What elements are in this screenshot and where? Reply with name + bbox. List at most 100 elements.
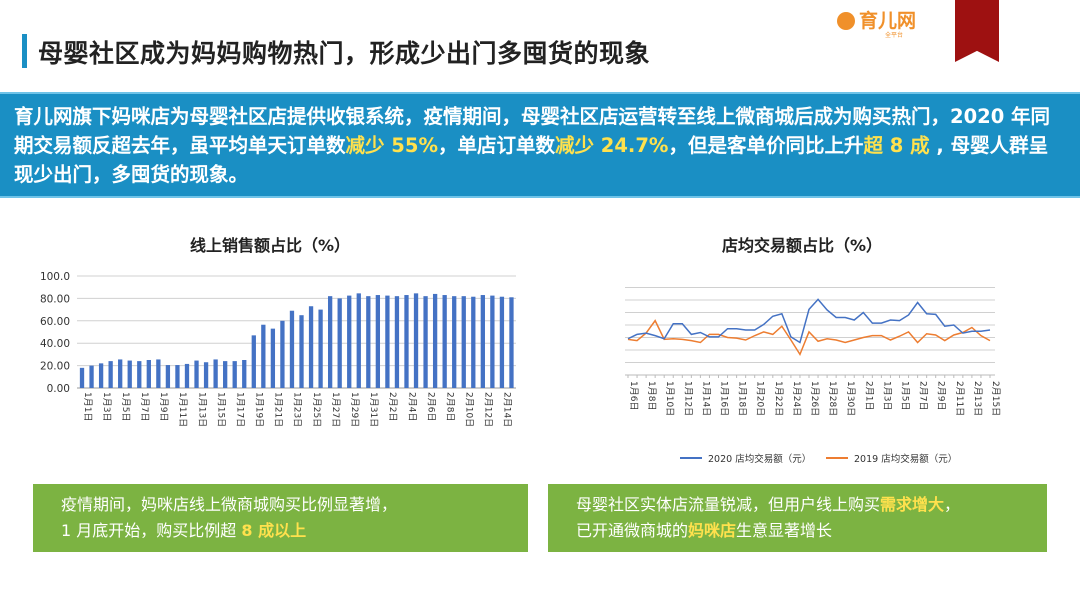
x-tick-label: 2月14日 bbox=[502, 392, 513, 427]
bar bbox=[394, 296, 400, 388]
bar bbox=[375, 295, 381, 388]
bar bbox=[432, 293, 438, 388]
legend-label: 2019 店均交易额（元） bbox=[854, 453, 957, 465]
bar bbox=[261, 324, 266, 388]
x-tick-label: 1月3日 bbox=[101, 392, 112, 421]
logo: 育儿网 全平台 bbox=[833, 6, 948, 39]
body-text: 母婴社区实体店流量锐减，但用户线上购买 bbox=[576, 495, 881, 514]
x-tick-label: 2月4日 bbox=[406, 392, 417, 421]
y-tick-label: 40.00 bbox=[40, 338, 70, 350]
bar bbox=[404, 295, 409, 388]
bar bbox=[413, 293, 419, 388]
x-tick-label: 1月16日 bbox=[719, 381, 730, 416]
bar bbox=[232, 361, 237, 388]
x-tick-label: 1月31日 bbox=[368, 392, 379, 427]
highlight-text: 8 成以上 bbox=[241, 521, 307, 540]
bar bbox=[213, 359, 218, 388]
bar bbox=[280, 320, 285, 388]
x-tick-label: 2月11日 bbox=[954, 381, 965, 416]
highlight-text: 减少 55% bbox=[345, 134, 438, 157]
series-line-2020 bbox=[627, 298, 991, 344]
x-tick-label: 1月9日 bbox=[158, 392, 169, 421]
bar bbox=[127, 360, 132, 388]
bar bbox=[108, 361, 113, 388]
x-tick-label: 2月1日 bbox=[863, 381, 874, 410]
x-tick-label: 1月22日 bbox=[773, 381, 784, 416]
bar bbox=[194, 360, 199, 388]
body-text: ，但是客单价同比上升 bbox=[668, 134, 864, 157]
legend-label: 2020 店均交易额（元） bbox=[708, 453, 811, 465]
x-tick-label: 1月18日 bbox=[737, 381, 748, 416]
x-tick-label: 1月27日 bbox=[330, 392, 341, 427]
x-tick-label: 1月30日 bbox=[845, 381, 856, 416]
insight-box-left: 疫情期间，妈咪店线上微商城购买比例显著增， 1 月底开始，购买比例超 8 成以上 bbox=[33, 484, 528, 552]
bar bbox=[499, 296, 505, 388]
x-tick-label: 2月13日 bbox=[972, 381, 983, 416]
x-tick-label: 1月29日 bbox=[349, 392, 360, 427]
bar bbox=[79, 367, 85, 388]
x-tick-label: 1月26日 bbox=[809, 381, 820, 416]
bar bbox=[385, 295, 390, 388]
logo-subtitle: 全平台 bbox=[885, 32, 904, 39]
bar bbox=[289, 310, 295, 388]
x-tick-label: 2月9日 bbox=[936, 381, 947, 410]
x-tick-label: 1月14日 bbox=[700, 381, 711, 416]
x-tick-label: 1月12日 bbox=[682, 381, 693, 416]
x-tick-label: 1月3日 bbox=[881, 381, 892, 410]
x-tick-label: 1月8日 bbox=[646, 381, 657, 410]
x-tick-label: 1月5日 bbox=[900, 381, 911, 410]
bar bbox=[175, 365, 180, 388]
bar bbox=[452, 296, 457, 388]
x-tick-label: 2月8日 bbox=[444, 392, 455, 421]
bar bbox=[242, 360, 247, 388]
x-tick-label: 1月13日 bbox=[196, 392, 207, 427]
y-tick-label: 0.00 bbox=[47, 383, 70, 395]
series-line-2019 bbox=[627, 319, 991, 357]
x-tick-label: 2月12日 bbox=[483, 392, 494, 427]
body-text: 1 月底开始，购买比例超 bbox=[61, 521, 242, 540]
insight-box-right: 母婴社区实体店流量锐减，但用户线上购买需求增大， 已开通微商城的妈咪店生意显著增长 bbox=[548, 484, 1047, 552]
x-tick-label: 2月2日 bbox=[387, 392, 398, 421]
x-tick-label: 1月11日 bbox=[177, 392, 188, 427]
highlight-text: 需求增大 bbox=[880, 495, 945, 514]
x-tick-label: 1月23日 bbox=[292, 392, 303, 427]
body-text: 育儿网旗下妈咪店为母婴社区店提供收银系统，疫情期间，母婴社区店运营转至线上微商城… bbox=[14, 105, 1051, 157]
x-tick-label: 1月1日 bbox=[82, 392, 93, 421]
x-tick-label: 1月28日 bbox=[827, 381, 838, 416]
x-tick-label: 1月15日 bbox=[215, 392, 226, 427]
bar bbox=[471, 296, 476, 388]
highlight-text: 减少 24.7% bbox=[555, 134, 669, 157]
x-tick-label: 2月7日 bbox=[918, 381, 929, 410]
body-text: , 母婴人群呈现少出门，多囤货的现象。 bbox=[14, 134, 1049, 186]
x-tick-label: 2月6日 bbox=[425, 392, 436, 421]
bar bbox=[137, 361, 142, 388]
bar bbox=[461, 296, 466, 388]
bar bbox=[270, 328, 276, 388]
highlight-text: 妈咪店 bbox=[688, 521, 737, 540]
bar bbox=[184, 363, 190, 388]
x-tick-label: 2月10日 bbox=[464, 392, 475, 427]
bar-chart-title: 线上销售额占比（%） bbox=[190, 236, 351, 255]
bar bbox=[98, 363, 104, 388]
highlight-text: 超 8 成 bbox=[863, 134, 930, 157]
bar bbox=[251, 335, 256, 388]
summary-banner: 育儿网旗下妈咪店为母婴社区店提供收银系统，疫情期间，母婴社区店运营转至线上微商城… bbox=[0, 92, 1080, 198]
x-tick-label: 1月10日 bbox=[664, 381, 675, 416]
x-tick-label: 1月21日 bbox=[273, 392, 284, 427]
x-tick-label: 1月20日 bbox=[755, 381, 766, 416]
bar bbox=[146, 360, 151, 388]
bar bbox=[490, 295, 495, 388]
bar bbox=[423, 296, 428, 388]
y-tick-label: 20.00 bbox=[40, 361, 70, 373]
bar bbox=[480, 295, 485, 388]
bar bbox=[223, 361, 228, 388]
line-chart-title: 店均交易额占比（%） bbox=[722, 236, 883, 255]
x-tick-label: 1月6日 bbox=[628, 381, 639, 410]
x-tick-label: 1月25日 bbox=[311, 392, 322, 427]
body-text: ， bbox=[944, 495, 961, 514]
bar bbox=[366, 296, 371, 388]
x-tick-label: 1月7日 bbox=[139, 392, 150, 421]
bar bbox=[318, 309, 323, 388]
bar bbox=[89, 365, 94, 388]
